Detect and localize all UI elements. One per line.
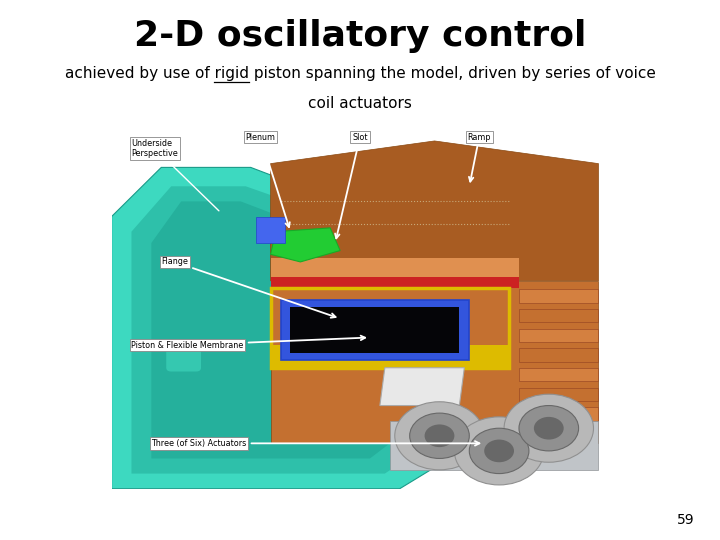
Circle shape xyxy=(469,428,529,474)
Polygon shape xyxy=(271,141,598,281)
Text: Plenum: Plenum xyxy=(246,133,289,227)
Text: Flange: Flange xyxy=(161,258,336,318)
Polygon shape xyxy=(151,201,400,458)
Polygon shape xyxy=(519,309,598,322)
Circle shape xyxy=(425,424,454,447)
Polygon shape xyxy=(519,388,598,401)
Text: Piston & Flexible Membrane: Piston & Flexible Membrane xyxy=(132,336,365,349)
Polygon shape xyxy=(290,307,459,353)
Circle shape xyxy=(519,406,579,451)
FancyBboxPatch shape xyxy=(166,341,201,372)
Polygon shape xyxy=(271,281,598,443)
Polygon shape xyxy=(132,186,425,474)
Polygon shape xyxy=(281,300,469,360)
Text: 59: 59 xyxy=(678,512,695,526)
Text: coil actuators: coil actuators xyxy=(308,96,412,111)
Polygon shape xyxy=(519,289,598,303)
Polygon shape xyxy=(390,421,598,470)
Polygon shape xyxy=(519,407,598,421)
Text: Ramp: Ramp xyxy=(467,133,491,181)
Text: Underside
Perspective: Underside Perspective xyxy=(132,139,219,211)
Circle shape xyxy=(484,440,514,462)
Text: Slot: Slot xyxy=(335,133,368,238)
Polygon shape xyxy=(271,345,509,368)
Polygon shape xyxy=(519,368,598,381)
Polygon shape xyxy=(519,348,598,362)
Polygon shape xyxy=(271,258,519,277)
Polygon shape xyxy=(519,329,598,342)
Circle shape xyxy=(410,413,469,458)
Circle shape xyxy=(504,394,593,462)
Polygon shape xyxy=(271,277,519,288)
Circle shape xyxy=(534,417,564,440)
Text: achieved by use of rigid piston spanning the model, driven by series of voice: achieved by use of rigid piston spanning… xyxy=(65,66,655,81)
Polygon shape xyxy=(380,368,464,406)
Circle shape xyxy=(454,417,544,485)
Text: Three (of Six) Actuators: Three (of Six) Actuators xyxy=(151,439,480,448)
Polygon shape xyxy=(256,217,285,243)
Polygon shape xyxy=(112,167,449,489)
Polygon shape xyxy=(271,228,340,262)
Text: 2-D oscillatory control: 2-D oscillatory control xyxy=(134,19,586,53)
Circle shape xyxy=(395,402,484,470)
